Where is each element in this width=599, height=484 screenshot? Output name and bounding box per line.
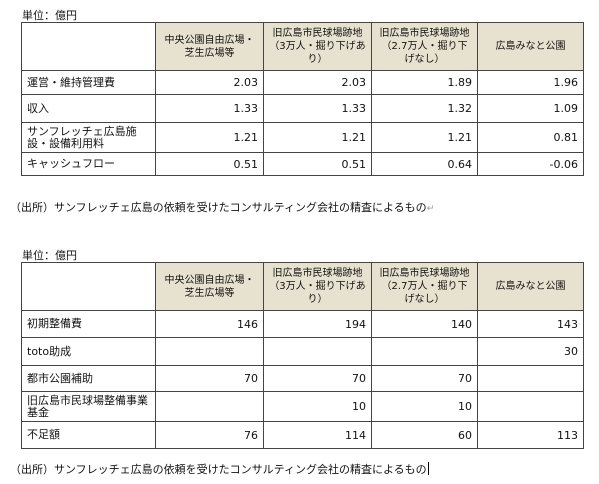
text-cursor-icon	[427, 462, 429, 475]
table-cell: -0.06	[477, 152, 584, 176]
table-cell: 60	[371, 421, 478, 449]
table2: 中央公園自由広場・芝生広場等 旧広島市民球場跡地（3万人・掘り下げあり） 旧広島…	[21, 262, 584, 449]
row-label: キャッシュフロー	[21, 152, 156, 176]
source-text: （出所）サンフレッチェ広島の依頼を受けたコンサルティング会社の精査によるもの	[10, 463, 427, 476]
paragraph-mark-icon: ↵	[426, 204, 435, 214]
table1-header-col3: 旧広島市民球場跡地（2.7万人・掘り下げなし）	[371, 22, 478, 71]
source-text: （出所）サンフレッチェ広島の依頼を受けたコンサルティング会社の精査によるもの	[10, 201, 427, 214]
table2-header-col2: 旧広島市民球場跡地（3万人・掘り下げあり）	[263, 262, 372, 311]
table-cell: 1.33	[263, 94, 372, 123]
table-cell: 0.51	[155, 152, 264, 176]
table-cell: 146	[155, 310, 264, 338]
row-label: サンフレッチェ広島施設・設備利用料	[21, 122, 156, 153]
table1-header-row: 中央公園自由広場・芝生広場等 旧広島市民球場跡地（3万人・掘り下げあり） 旧広島…	[21, 22, 584, 71]
table-cell: 70	[371, 365, 478, 392]
row-label: 旧広島市民球場整備事業基金	[21, 391, 156, 422]
table-cell: 1.21	[371, 122, 478, 153]
table-cell: 1.21	[155, 122, 264, 153]
table1-header-col4: 広島みなと公園	[477, 22, 584, 71]
table1: 中央公園自由広場・芝生広場等 旧広島市民球場跡地（3万人・掘り下げあり） 旧広島…	[21, 22, 584, 176]
table-cell: 10	[371, 391, 478, 422]
table-cell: 30	[477, 337, 584, 366]
table2-header-row: 中央公園自由広場・芝生広場等 旧広島市民球場跡地（3万人・掘り下げあり） 旧広島…	[21, 262, 584, 311]
table-row: 旧広島市民球場整備事業基金 10 10	[21, 391, 584, 422]
table-cell: 114	[263, 421, 372, 449]
table-cell: 1.32	[371, 94, 478, 123]
table-cell: 1.89	[371, 70, 478, 95]
table-cell: 113	[477, 421, 584, 449]
table2-corner	[21, 262, 156, 311]
table1-source-note: （出所）サンフレッチェ広島の依頼を受けたコンサルティング会社の精査によるもの↵	[10, 201, 434, 216]
table-row: 収入 1.33 1.33 1.32 1.09	[21, 94, 584, 123]
table-cell: 70	[155, 365, 264, 392]
table2-source-note[interactable]: （出所）サンフレッチェ広島の依頼を受けたコンサルティング会社の精査によるもの	[10, 462, 429, 477]
table-row: toto助成 30	[21, 337, 584, 366]
table-cell: 10	[263, 391, 372, 422]
table-row: サンフレッチェ広島施設・設備利用料 1.21 1.21 1.21 0.81	[21, 122, 584, 153]
table2-header-col3: 旧広島市民球場跡地（2.7万人・掘り下げなし）	[371, 262, 478, 311]
table-cell: 2.03	[263, 70, 372, 95]
row-label: 収入	[21, 94, 156, 123]
table1-corner	[21, 22, 156, 71]
row-label: toto助成	[21, 337, 156, 366]
table-cell	[155, 391, 264, 422]
table-row: キャッシュフロー 0.51 0.51 0.64 -0.06	[21, 152, 584, 176]
table-cell	[371, 337, 478, 366]
table-cell: 0.81	[477, 122, 584, 153]
table-row: 不足額 76 114 60 113	[21, 421, 584, 449]
table-row: 運営・維持管理費 2.03 2.03 1.89 1.96	[21, 70, 584, 95]
table-cell	[477, 391, 584, 422]
table1-header-col2: 旧広島市民球場跡地（3万人・掘り下げあり）	[263, 22, 372, 71]
table-cell: 70	[263, 365, 372, 392]
table-cell: 143	[477, 310, 584, 338]
table-cell	[155, 337, 264, 366]
table1-header-col1: 中央公園自由広場・芝生広場等	[155, 22, 264, 71]
table2-header-col4: 広島みなと公園	[477, 262, 584, 311]
table-cell	[263, 337, 372, 366]
table-cell: 0.51	[263, 152, 372, 176]
row-label: 初期整備費	[21, 310, 156, 338]
row-label: 不足額	[21, 421, 156, 449]
row-label: 都市公園補助	[21, 365, 156, 392]
table-cell	[477, 365, 584, 392]
table-cell: 1.96	[477, 70, 584, 95]
table-cell: 1.21	[263, 122, 372, 153]
table-cell: 2.03	[155, 70, 264, 95]
table-cell: 0.64	[371, 152, 478, 176]
table-cell: 1.33	[155, 94, 264, 123]
table-cell: 76	[155, 421, 264, 449]
table-row: 都市公園補助 70 70 70	[21, 365, 584, 392]
table2-header-col1: 中央公園自由広場・芝生広場等	[155, 262, 264, 311]
table2-unit: 単位：億円	[22, 249, 77, 262]
table-row: 初期整備費 146 194 140 143	[21, 310, 584, 338]
table-cell: 1.09	[477, 94, 584, 123]
row-label: 運営・維持管理費	[21, 70, 156, 95]
table-cell: 140	[371, 310, 478, 338]
table-cell: 194	[263, 310, 372, 338]
table1-unit: 単位：億円	[22, 9, 77, 22]
